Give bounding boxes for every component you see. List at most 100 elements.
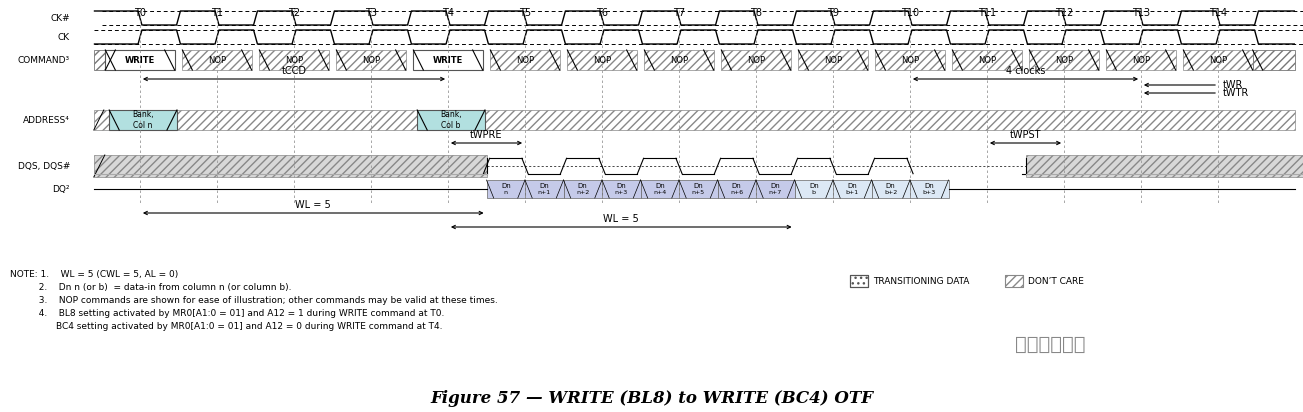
Bar xyxy=(850,275,868,287)
Text: tWTR: tWTR xyxy=(1224,88,1250,98)
Text: T7: T7 xyxy=(672,8,685,18)
Text: b+2: b+2 xyxy=(885,190,898,195)
Text: CK#: CK# xyxy=(51,14,70,23)
Bar xyxy=(417,110,485,130)
Text: tWR: tWR xyxy=(1224,80,1243,90)
Text: Dn: Dn xyxy=(809,183,818,189)
Text: b+3: b+3 xyxy=(923,190,936,195)
Text: Bank,
Col n: Bank, Col n xyxy=(133,110,154,130)
Text: tWPST: tWPST xyxy=(1010,130,1041,140)
Text: WRITE: WRITE xyxy=(125,56,155,65)
Text: T1: T1 xyxy=(211,8,223,18)
Text: Dn: Dn xyxy=(616,183,627,189)
Text: Dn: Dn xyxy=(500,183,511,189)
Text: ADDRESS⁴: ADDRESS⁴ xyxy=(23,115,70,124)
Text: DON’T CARE: DON’T CARE xyxy=(1028,276,1084,286)
Text: 电子工程专辑: 电子工程专辑 xyxy=(1015,335,1085,354)
Text: T0: T0 xyxy=(134,8,146,18)
Bar xyxy=(872,180,909,198)
Text: NOP: NOP xyxy=(1132,56,1151,65)
Text: n+5: n+5 xyxy=(692,190,705,195)
Text: NOP: NOP xyxy=(593,56,611,65)
Text: WRITE: WRITE xyxy=(433,56,463,65)
Bar xyxy=(641,180,679,198)
Text: T5: T5 xyxy=(519,8,532,18)
Bar xyxy=(490,50,560,70)
Bar xyxy=(413,50,482,70)
Bar xyxy=(94,110,1295,130)
Bar xyxy=(718,180,756,198)
Text: COMMAND³: COMMAND³ xyxy=(18,56,70,65)
Bar xyxy=(106,50,175,70)
Text: NOP: NOP xyxy=(670,56,688,65)
Text: n: n xyxy=(504,190,508,195)
Text: NOP: NOP xyxy=(1209,56,1227,65)
Bar xyxy=(94,155,486,177)
Text: WL = 5: WL = 5 xyxy=(296,200,331,210)
Bar xyxy=(833,180,872,198)
Text: Dn: Dn xyxy=(886,183,895,189)
Text: BC4 setting activated by MR0[A1:0 = 01] and A12 = 0 during WRITE command at T4.: BC4 setting activated by MR0[A1:0 = 01] … xyxy=(10,322,443,331)
Text: n+7: n+7 xyxy=(769,190,782,195)
Text: NOP: NOP xyxy=(208,56,225,65)
Bar xyxy=(486,180,525,198)
Text: DQS, DQS#: DQS, DQS# xyxy=(18,162,70,171)
Text: DQ²: DQ² xyxy=(52,185,70,194)
Bar xyxy=(952,50,1022,70)
Bar xyxy=(1025,155,1303,177)
Bar xyxy=(850,275,868,287)
Text: T12: T12 xyxy=(1055,8,1074,18)
Text: 2.    Dn n (or b)  = data-in from column n (or column b).: 2. Dn n (or b) = data-in from column n (… xyxy=(10,283,292,292)
Bar xyxy=(525,180,563,198)
Bar xyxy=(1252,50,1295,70)
Text: NOP: NOP xyxy=(747,56,765,65)
Text: T11: T11 xyxy=(979,8,995,18)
Text: WL = 5: WL = 5 xyxy=(603,214,640,224)
Text: b+1: b+1 xyxy=(846,190,859,195)
Text: Dn: Dn xyxy=(770,183,780,189)
Text: Figure 57 — WRITE (BL8) to WRITE (BC4) OTF: Figure 57 — WRITE (BL8) to WRITE (BC4) O… xyxy=(430,390,873,407)
Text: T4: T4 xyxy=(442,8,453,18)
Text: T2: T2 xyxy=(288,8,300,18)
Text: tWPRE: tWPRE xyxy=(470,130,503,140)
Text: n+1: n+1 xyxy=(538,190,551,195)
Bar xyxy=(563,180,602,198)
Bar xyxy=(1029,50,1098,70)
Bar xyxy=(1106,50,1175,70)
Bar xyxy=(109,110,177,130)
Text: NOP: NOP xyxy=(362,56,380,65)
Text: 4.    BL8 setting activated by MR0[A1:0 = 01] and A12 = 1 during WRITE command a: 4. BL8 setting activated by MR0[A1:0 = 0… xyxy=(10,309,444,318)
Text: NOP: NOP xyxy=(1055,56,1074,65)
Text: b: b xyxy=(812,190,816,195)
Text: T14: T14 xyxy=(1209,8,1227,18)
Bar xyxy=(182,50,251,70)
Text: n+3: n+3 xyxy=(615,190,628,195)
Bar xyxy=(94,50,106,70)
Text: T13: T13 xyxy=(1132,8,1151,18)
Bar xyxy=(1183,50,1252,70)
Text: Dn: Dn xyxy=(732,183,741,189)
Text: Dn: Dn xyxy=(655,183,665,189)
Text: Dn: Dn xyxy=(539,183,549,189)
Text: Dn: Dn xyxy=(693,183,704,189)
Bar xyxy=(876,50,945,70)
Bar xyxy=(1005,275,1023,287)
Bar xyxy=(799,50,868,70)
Bar xyxy=(645,50,714,70)
Text: NOTE: 1.    WL = 5 (CWL = 5, AL = 0): NOTE: 1. WL = 5 (CWL = 5, AL = 0) xyxy=(10,270,179,279)
Bar xyxy=(756,180,795,198)
Text: NOP: NOP xyxy=(900,56,919,65)
Bar xyxy=(567,50,637,70)
Text: CK: CK xyxy=(57,33,70,42)
Text: T6: T6 xyxy=(595,8,609,18)
Bar xyxy=(602,180,641,198)
Text: Dn: Dn xyxy=(577,183,588,189)
Bar xyxy=(795,180,833,198)
Text: Dn: Dn xyxy=(847,183,857,189)
Text: n+6: n+6 xyxy=(730,190,743,195)
Text: n+4: n+4 xyxy=(653,190,666,195)
Bar xyxy=(679,180,718,198)
Text: TRANSITIONING DATA: TRANSITIONING DATA xyxy=(873,276,969,286)
Text: 3.    NOP commands are shown for ease of illustration; other commands may be val: 3. NOP commands are shown for ease of il… xyxy=(10,296,498,305)
Bar xyxy=(909,180,949,198)
